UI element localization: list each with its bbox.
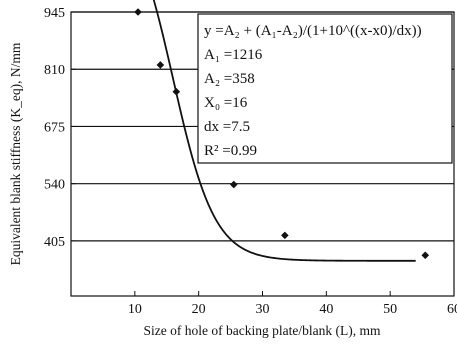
equation-line-2: A₁ =1216 [204,47,263,63]
y-axis-label: Equivalent blank stiffness (K_eq), N/mm [8,42,23,265]
data-point [156,61,165,69]
equation-line-6: R² =0.99 [204,143,257,159]
axis-ticks: 10 20 30 40 50 60 405 540 675 810 945 [44,6,457,317]
data-point [134,8,142,16]
equation-line-3: A₂ =358 [204,71,255,87]
equation-line-4: X₀ =16 [204,95,248,111]
x-tick-label: 50 [383,302,397,317]
y-tick-label: 810 [44,63,65,78]
equation-line-5: dx =7.5 [204,119,250,135]
fit-curve [152,0,416,262]
fit-curve-layer [152,0,416,262]
data-point [172,87,181,96]
y-tick-label: 540 [44,178,65,193]
equation-box-frame [197,13,453,164]
data-point [229,180,238,189]
x-tick-label: 10 [128,302,142,317]
y-tick-label: 945 [44,6,65,21]
data-point [421,251,430,260]
x-tick-label: 60 [447,302,457,317]
x-tick-label: 40 [319,302,333,317]
y-tick-label: 405 [44,235,65,250]
equation-box: y =A₂ + (A₁-A₂)/(1+10^((x-x0)/dx)) A₁ =1… [197,13,453,164]
x-axis-label: Size of hole of backing plate/blank (L),… [144,323,381,338]
y-tick-label: 675 [44,120,65,135]
x-tick-label: 30 [256,302,270,317]
data-point [281,231,289,240]
x-tick-label: 20 [192,302,206,317]
equation-line-1: y =A₂ + (A₁-A₂)/(1+10^((x-x0)/dx)) [204,23,422,39]
